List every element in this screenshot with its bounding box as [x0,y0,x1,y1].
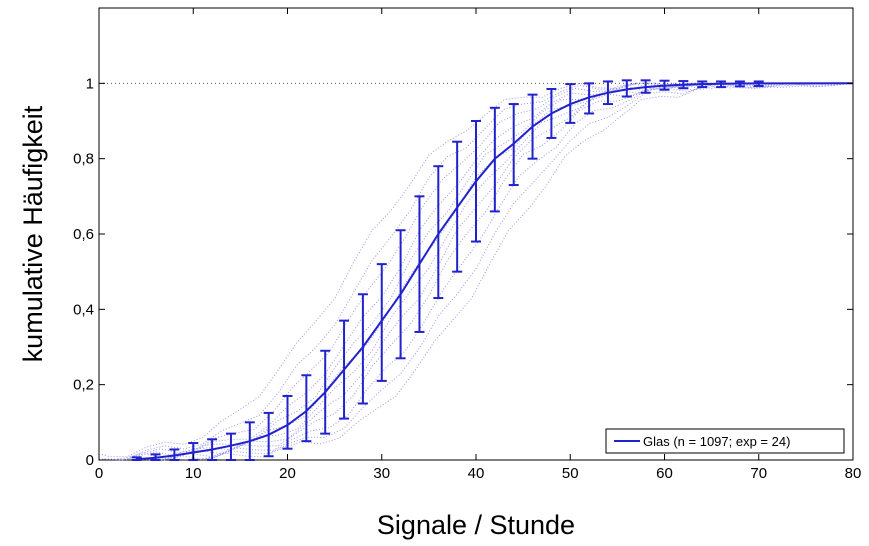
legend-label: Glas (n = 1097; exp = 24) [643,434,790,449]
x-tick-label: 50 [562,465,579,482]
x-tick-label: 30 [373,465,390,482]
y-tick-label: 0,6 [73,226,94,243]
individual-curve [103,82,820,461]
legend-box [605,428,845,454]
x-tick-label: 80 [845,465,862,482]
legend: Glas (n = 1097; exp = 24) [605,428,845,454]
ticks-layer: 0 10 20 30 40 50 60 70 80 0 0,2 0,4 0,6 0,8 1 [73,8,861,482]
x-tick-label: 60 [656,465,673,482]
x-tick-label: 20 [279,465,296,482]
y-tick-label: 0,2 [73,377,94,394]
x-tick-label: 0 [95,465,103,482]
x-tick-label: 10 [185,465,202,482]
y-tick-label: 0,8 [73,151,94,168]
y-tick-label: 1 [86,75,94,92]
error-bars-layer [131,79,764,461]
individual-curve [207,82,854,460]
x-axis-title: Signale / Stunde [377,510,575,540]
individual-curve [98,82,806,461]
individual-curve [179,82,853,461]
y-tick-label: 0 [86,452,94,469]
x-tick-label: 40 [468,465,485,482]
x-tick-label: 70 [750,465,767,482]
mean-curve [136,82,854,461]
individual-curve [98,82,788,460]
individual-curve [127,82,844,460]
y-axis-title: kumulative Häufigkeit [18,105,48,362]
y-tick-label: 0,4 [73,301,94,318]
